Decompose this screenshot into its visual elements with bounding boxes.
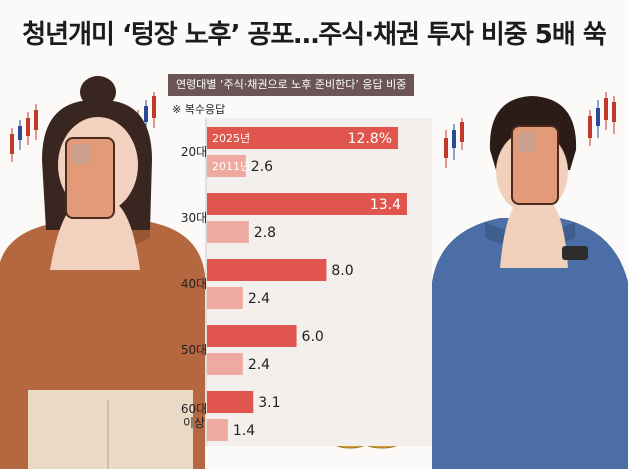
- data-label: 13.4: [370, 197, 401, 213]
- chart-title: 연령대별 ‘주식·채권으로 노후 준비한다’ 응답 비중: [168, 74, 415, 96]
- legend-label: 2011년: [212, 160, 250, 173]
- man-figure: [432, 96, 628, 469]
- candlestick-icon: [444, 92, 616, 168]
- bar-2025: [207, 259, 327, 281]
- data-label: 2.6: [251, 159, 273, 175]
- data-label: 8.0: [331, 263, 353, 279]
- woman-figure: [0, 76, 205, 469]
- category-label: 40대: [181, 277, 207, 291]
- bar-2011: [207, 155, 246, 177]
- data-label: 1.4: [233, 423, 255, 439]
- category-label: 60대 이상: [181, 402, 207, 430]
- bar-2011: [207, 419, 228, 441]
- bar-2025: [207, 391, 254, 413]
- bar-2025: [207, 127, 399, 149]
- bar-2025: [207, 325, 297, 347]
- data-label: 12.8%: [348, 131, 392, 147]
- data-label: 6.0: [302, 329, 324, 345]
- bar-2025: [207, 193, 407, 215]
- category-label: 30대: [181, 211, 207, 225]
- page-title: 청년개미 ‘텅장 노후’ 공포…주식·채권 투자 비중 5배 쑥: [22, 20, 607, 50]
- category-label: 50대: [181, 343, 207, 357]
- bar-2011: [207, 287, 243, 309]
- data-label: 2.4: [248, 291, 270, 307]
- data-label: 2.8: [254, 225, 276, 241]
- data-label: 3.1: [258, 395, 280, 411]
- chart-note: ※ 복수응답: [172, 103, 226, 116]
- legend-label: 2025년: [212, 132, 250, 145]
- bar-2011: [207, 353, 243, 375]
- data-label: 2.4: [248, 357, 270, 373]
- bar-2011: [207, 221, 249, 243]
- category-label: 20대: [181, 145, 207, 159]
